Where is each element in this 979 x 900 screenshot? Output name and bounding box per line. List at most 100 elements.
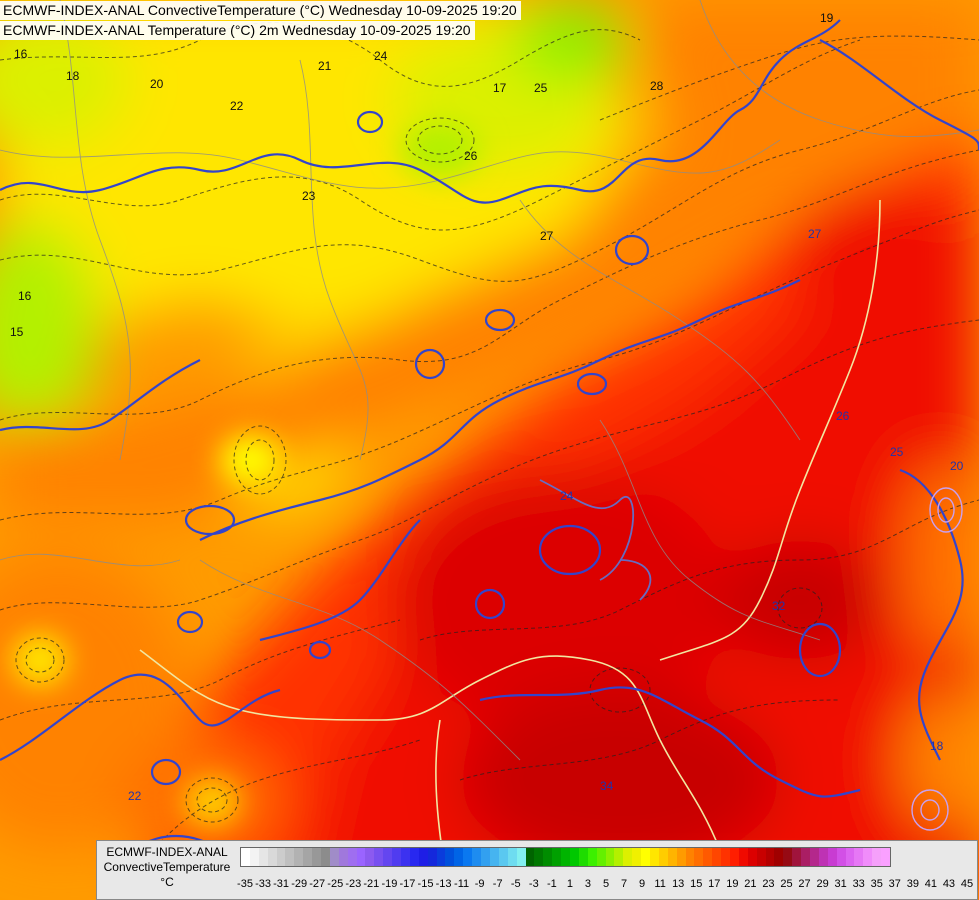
legend-swatch [810,848,819,866]
legend-tick-label: 27 [798,878,811,890]
legend-tick-label: -33 [255,878,271,890]
legend-swatch [312,848,322,866]
legend-tick-label: 45 [960,878,974,890]
legend-swatch [836,848,846,866]
legend-swatch [676,848,686,866]
isotherm-label: 18 [930,739,944,753]
legend-swatch [605,848,615,866]
legend-swatch [285,848,295,866]
legend-tick-label: 19 [726,878,739,890]
legend-tick-label: 1 [566,878,573,890]
contour-label: 27 [540,229,554,243]
contour-label: 17 [493,81,507,95]
isotherm-label: 34 [600,779,614,793]
legend-tick-label: 5 [602,878,610,890]
legend-swatch [418,848,428,866]
legend-tick-label: -15 [417,878,434,890]
legend-tick-label: 29 [816,878,829,890]
legend-tick-label: 43 [942,878,956,890]
legend-swatch [756,848,766,866]
legend-tick-label: -23 [345,878,362,890]
legend-swatch [445,848,455,866]
legend-swatch [249,848,259,866]
legend-tick-label: 7 [620,878,628,890]
legend-swatch [712,848,722,866]
legend-tick-label: -1 [546,878,557,890]
contour-label: 16 [14,47,28,61]
map-title-convective: ECMWF-INDEX-ANAL ConvectiveTemperature (… [0,1,521,20]
contour-label: 23 [302,189,316,203]
contour-label: 25 [534,81,548,95]
legend-swatch [632,848,642,866]
legend-swatch [881,848,891,866]
legend-swatch [596,848,606,866]
legend-swatch [569,848,579,866]
legend-swatch [401,848,410,866]
legend-swatch [587,848,597,866]
legend-swatch [507,848,517,866]
legend-tick-label: -5 [510,878,521,890]
legend-model: ECMWF-INDEX-ANAL [106,845,228,859]
legend-swatch [854,848,864,866]
legend-tick-label: 31 [834,878,847,890]
legend-swatch [543,848,553,866]
legend-swatch [783,848,793,866]
isotherm-label: 25 [890,445,904,459]
contour-label: 21 [318,59,332,73]
isotherm-label: 27 [808,227,822,241]
legend-tick-label: 35 [870,878,883,890]
legend-swatch [658,848,668,866]
temperature-isotherms [0,19,979,900]
legend-swatch [356,848,366,866]
legend-swatch [347,848,357,866]
legend-tick-label: 33 [852,878,865,890]
legend-tick-label: 21 [744,878,757,890]
legend-swatch [365,848,375,866]
legend-tick-label: 11 [654,878,666,890]
legend-tick-label: -35 [237,878,253,890]
contour-label: 22 [230,99,244,113]
legend-swatch [294,848,304,866]
legend-swatch [463,848,473,866]
contour-label: 26 [464,149,478,163]
legend-tick-label: -25 [327,878,344,890]
legend-swatch [481,848,490,866]
isotherm-label: 22 [128,789,142,803]
contour-label: 19 [820,11,834,25]
legend-tick-label: -19 [381,878,398,890]
legend-swatch [818,848,828,866]
legend-swatch [872,848,882,866]
isotherm-label: 26 [836,409,850,423]
color-legend: ECMWF-INDEX-ANAL ConvectiveTemperature °… [96,840,978,900]
legend-swatch [578,848,588,866]
legend-tick-label: -11 [454,878,470,890]
legend-swatch [241,848,250,866]
legend-swatch [374,848,384,866]
legend-swatch [258,848,268,866]
contour-label: 18 [66,69,80,83]
contour-label: 16 [18,289,32,303]
contour-label: 20 [150,77,164,91]
legend-swatch [276,848,286,866]
legend-swatch [845,848,855,866]
legend-swatch [703,848,713,866]
legend-unit: °C [160,875,174,889]
legend-swatch [516,848,526,866]
legend-tick-label: -13 [435,878,452,890]
legend-tick-label: 9 [639,878,646,890]
legend-swatch [436,848,446,866]
legend-swatch [827,848,837,866]
legend-swatch [321,848,330,866]
legend-tick-label: -3 [528,878,539,890]
legend-swatch [774,848,784,866]
isotherm-label: 24 [560,489,574,503]
legend-swatch [863,848,873,866]
legend-swatch [765,848,775,866]
legend-swatch [525,848,535,866]
legend-swatch [409,848,419,866]
legend-swatch [472,848,482,866]
legend-tick-label: 41 [924,878,938,890]
legend-swatch [383,848,393,866]
